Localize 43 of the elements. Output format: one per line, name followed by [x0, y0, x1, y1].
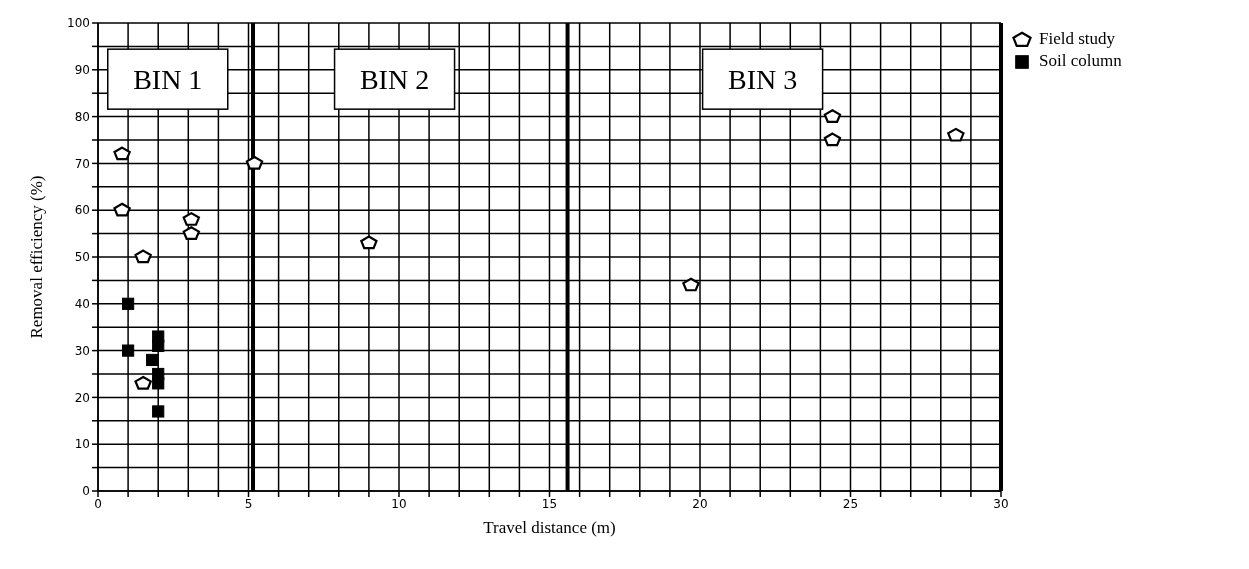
point	[113, 146, 131, 161]
y-tick-label: 90	[74, 63, 90, 78]
legend-label: Field study	[1039, 28, 1116, 50]
point	[360, 235, 378, 250]
point	[122, 344, 135, 357]
y-tick-label: 80	[74, 109, 90, 124]
annotation: BIN 3	[727, 64, 798, 96]
y-axis-title: Removal efficiency (%)	[27, 175, 47, 339]
annotation: BIN 2	[359, 64, 430, 96]
point	[682, 277, 700, 292]
x-tick-label: 5	[244, 496, 253, 511]
y-tick-label: 0	[82, 484, 90, 499]
x-axis-title: Travel distance (m)	[483, 518, 616, 537]
x-tick-label: 25	[842, 496, 859, 511]
y-tick-label: 70	[74, 156, 90, 171]
point	[245, 155, 264, 170]
x-tick-label: 30	[993, 496, 1009, 511]
point	[152, 405, 165, 418]
x-tick-label: 0	[94, 496, 102, 511]
point	[947, 127, 965, 142]
y-tick-label: 100	[67, 16, 90, 31]
point	[182, 212, 201, 226]
annotation: BIN 1	[133, 64, 203, 96]
y-tick-label: 40	[74, 297, 90, 312]
y-tick-label: 20	[74, 390, 90, 405]
x-tick-label: 10	[391, 496, 407, 511]
point	[182, 226, 201, 240]
point	[823, 132, 842, 147]
point	[134, 249, 152, 264]
point	[152, 377, 165, 390]
legend-label: Soil column	[1039, 50, 1122, 72]
y-tick-label: 10	[74, 437, 90, 452]
point	[113, 202, 131, 217]
y-tick-label: 30	[74, 343, 90, 358]
x-tick-label: 20	[692, 496, 708, 511]
x-tick-label: 15	[541, 496, 558, 511]
point	[146, 353, 159, 367]
point	[122, 297, 135, 310]
y-tick-label: 50	[74, 250, 90, 265]
point	[134, 375, 152, 390]
point	[823, 109, 842, 123]
point	[152, 339, 165, 353]
y-tick-label: 60	[74, 203, 90, 218]
